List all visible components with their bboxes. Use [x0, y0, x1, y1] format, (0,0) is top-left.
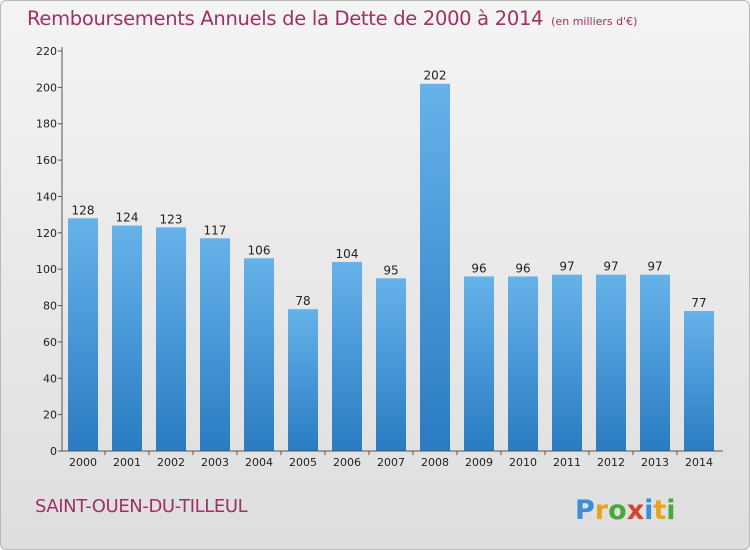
- value-label-2002: 123: [160, 212, 183, 226]
- bar-2011: [552, 274, 582, 451]
- x-tick-label-2005: 2005: [289, 456, 317, 469]
- bar-2005: [288, 309, 318, 451]
- bar-2006: [332, 261, 362, 451]
- chart-title: Remboursements Annuels de la Dette de 20…: [27, 7, 544, 30]
- x-tick-label-2009: 2009: [465, 456, 493, 469]
- bar-2009: [464, 276, 494, 451]
- city-name: SAINT-OUEN-DU-TILLEUL: [35, 496, 248, 517]
- value-label-2007: 95: [383, 263, 398, 277]
- bar-2000: [68, 218, 98, 451]
- x-tick-label-2000: 2000: [69, 456, 97, 469]
- value-label-2010: 96: [515, 261, 530, 275]
- value-label-2000: 128: [72, 203, 95, 217]
- y-tick-label: 200: [36, 81, 57, 94]
- y-tick-label: 140: [36, 190, 57, 203]
- value-label-2004: 106: [248, 243, 271, 257]
- y-tick-label: 220: [36, 45, 57, 58]
- bar-2012: [596, 274, 626, 451]
- x-tick-label-2003: 2003: [201, 456, 229, 469]
- value-label-2013: 97: [647, 260, 662, 274]
- x-tick-label-2014: 2014: [685, 456, 713, 469]
- bar-2010: [508, 276, 538, 451]
- value-label-2005: 78: [295, 294, 310, 308]
- value-label-2012: 97: [603, 260, 618, 274]
- x-tick-label-2008: 2008: [421, 456, 449, 469]
- value-label-2009: 96: [471, 261, 486, 275]
- x-tick-label-2002: 2002: [157, 456, 185, 469]
- bar-2013: [640, 274, 670, 451]
- proxiti-logo: Proxiti: [575, 495, 676, 526]
- y-tick-label: 20: [43, 409, 57, 422]
- y-tick-label: 40: [43, 372, 57, 385]
- y-tick-label: 180: [36, 118, 57, 131]
- chart-header: Remboursements Annuels de la Dette de 20…: [27, 7, 637, 30]
- bar-2003: [200, 238, 230, 451]
- x-tick-label-2012: 2012: [597, 456, 625, 469]
- x-tick-label-2013: 2013: [641, 456, 669, 469]
- bars-group: [68, 83, 714, 452]
- value-label-2001: 124: [116, 211, 139, 225]
- y-tick-label: 120: [36, 227, 57, 240]
- value-label-2006: 104: [336, 247, 359, 261]
- x-tick-label-2010: 2010: [509, 456, 537, 469]
- bar-2002: [156, 227, 186, 451]
- x-axis: 2000 2001 2002 2003 2004 2005 2006 2007 2008 2009…: [62, 450, 723, 469]
- bar-2008: [420, 83, 450, 452]
- x-tick-label-2006: 2006: [333, 456, 361, 469]
- bar-2004: [244, 258, 274, 451]
- value-labels-group: 128 124 123 117 106 78 104 95 202 96 96 97 97 97 77: [72, 69, 707, 310]
- x-tick-label-2007: 2007: [377, 456, 405, 469]
- y-tick-label: 160: [36, 154, 57, 167]
- y-tick-label: 60: [43, 336, 57, 349]
- value-label-2011: 97: [559, 260, 574, 274]
- y-tick-label: 80: [43, 300, 57, 313]
- x-tick-label-2004: 2004: [245, 456, 273, 469]
- y-tick-label: 100: [36, 263, 57, 276]
- y-tick-label: 0: [50, 445, 57, 458]
- x-tick-label-2011: 2011: [553, 456, 581, 469]
- bar-2014: [684, 311, 714, 451]
- y-axis: 0 20 40 60 80 100 120 140 160 180 200 220: [36, 45, 63, 458]
- svg-text:Proxiti: Proxiti: [575, 495, 676, 526]
- bar-2007: [376, 278, 406, 451]
- chart-subtitle: (en milliers d'€): [551, 15, 638, 28]
- bar-2001: [112, 225, 142, 451]
- value-label-2008: 202: [424, 69, 447, 83]
- value-label-2003: 117: [204, 223, 227, 237]
- value-label-2014: 77: [691, 296, 706, 310]
- x-tick-label-2001: 2001: [113, 456, 141, 469]
